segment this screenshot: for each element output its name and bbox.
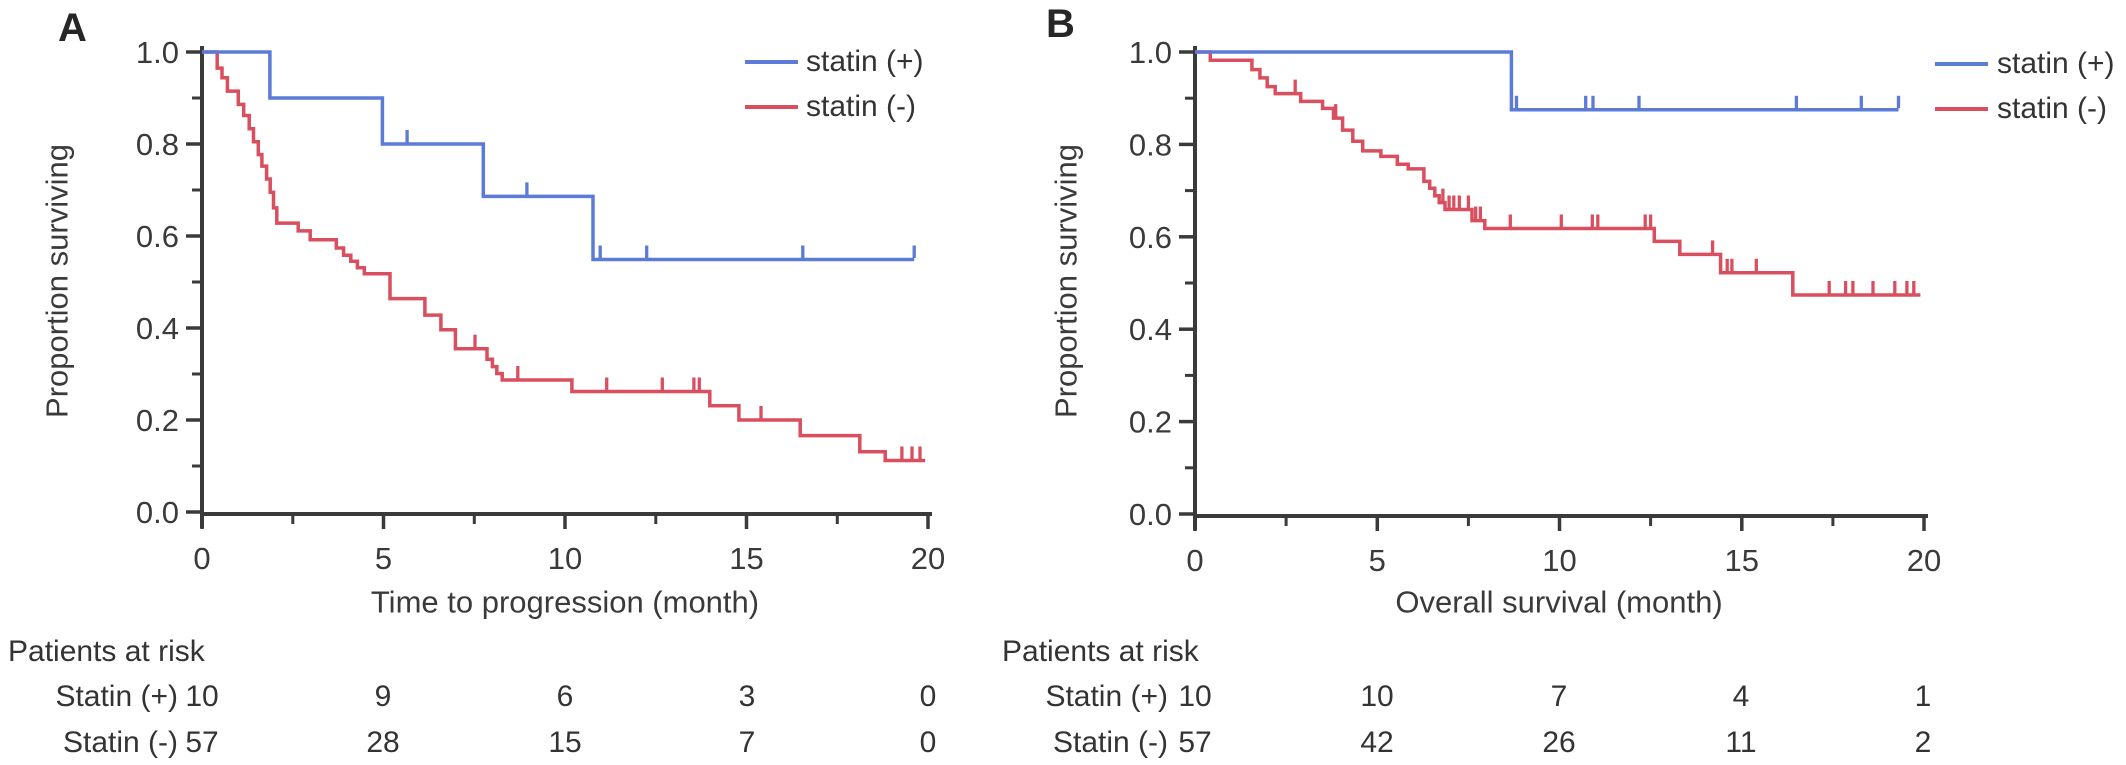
panel-a-y-tick-label: 0.4	[136, 311, 179, 346]
risk-value: 9	[374, 680, 392, 713]
risk-value: 15	[548, 726, 582, 759]
panel-a-y-tick-label: 1.0	[136, 35, 179, 70]
panel-b-legend-label-statin-minus: statin (-)	[1997, 92, 2108, 125]
panel-b-x-tick-label: 10	[1542, 543, 1576, 578]
risk-value: 7	[738, 726, 756, 759]
panel-b-x-axis-title: Overall survival (month)	[1395, 584, 1723, 620]
risk-value: 10	[1360, 680, 1394, 713]
risk-value: 11	[1725, 726, 1757, 759]
panel-a-legend-line-statin-minus	[745, 105, 798, 109]
panel-a-y-tick-label: 0.6	[136, 219, 179, 254]
panel-b-risk-row-label-statin-plus: Statin (+)	[1045, 680, 1168, 713]
panel-b-x-tick-label: 20	[1907, 543, 1941, 578]
panel-a-x-tick-label: 10	[548, 541, 582, 576]
panel-b-legend-line-statin-plus	[1935, 62, 1988, 66]
panel-b-km-curve-statin-plus	[1195, 50, 1899, 112]
panel-b-risk-row-label-statin-minus: Statin (-)	[1052, 726, 1168, 759]
panel-a-legend-label-statin-plus: statin (+)	[806, 45, 924, 78]
panel-b-y-tick-label: 0.4	[1129, 312, 1172, 347]
panel-a-km-curve-statin-minus	[202, 50, 926, 463]
risk-value: 7	[1550, 680, 1568, 713]
panel-b-y-tick-label: 0.8	[1129, 127, 1172, 162]
panel-a-legend-label-statin-minus: statin (-)	[806, 90, 917, 123]
risk-value: 0	[919, 680, 937, 713]
risk-value: 3	[738, 680, 756, 713]
risk-value: 2	[1914, 726, 1932, 759]
panel-b-legend-label-statin-plus: statin (+)	[1997, 47, 2115, 80]
panel-b-y-axis-title: Proportion surviving	[1048, 144, 1084, 418]
panel-b-y-tick-label: 0.6	[1129, 220, 1172, 255]
risk-value: 26	[1542, 726, 1576, 759]
risk-value: 6	[556, 680, 574, 713]
panel-b-letter: B	[1046, 2, 1075, 46]
risk-value: 0	[919, 726, 937, 759]
panel-a-km-curve-statin-plus	[202, 50, 915, 262]
panel-a-y-axis-title: Proportion surviving	[39, 144, 75, 418]
panel-b-risk-table-header: Patients at risk	[1002, 635, 1199, 668]
panel-a-y-tick-label: 0.0	[136, 495, 179, 530]
panel-b-y-tick-label: 0.2	[1129, 405, 1172, 440]
panel-a-risk-row-label-statin-minus: Statin (-)	[62, 726, 178, 759]
risk-value: 10	[1178, 680, 1212, 713]
risk-value: 10	[185, 680, 219, 713]
panel-b-km-curve-statin-minus	[1195, 50, 1921, 297]
panel-b-y-tick-label: 0.0	[1129, 497, 1172, 532]
panel-a-letter: A	[58, 6, 87, 50]
panel-a-x-tick-label: 15	[729, 541, 763, 576]
panel-b-x-tick-label: 5	[1369, 543, 1386, 578]
risk-value: 1	[1914, 680, 1932, 713]
risk-value: 57	[185, 726, 219, 759]
panel-a-risk-table-header: Patients at risk	[8, 635, 205, 668]
risk-value: 4	[1732, 680, 1750, 713]
panel-b-legend-line-statin-minus	[1935, 107, 1988, 111]
panel-a-legend-line-statin-plus	[745, 60, 798, 64]
panel-a-y-tick-label: 0.2	[136, 403, 179, 438]
panel-a-risk-row-label-statin-plus: Statin (+)	[55, 680, 178, 713]
panel-a-x-tick-label: 5	[375, 541, 392, 576]
risk-value: 57	[1178, 726, 1212, 759]
panel-a-x-tick-label: 0	[193, 541, 210, 576]
risk-value: 42	[1360, 726, 1394, 759]
panel-a-y-tick-label: 0.8	[136, 127, 179, 162]
panel-a-x-axis-title: Time to progression (month)	[370, 584, 760, 620]
panel-a-x-tick-label: 20	[911, 541, 945, 576]
panel-b-x-tick-label: 0	[1186, 543, 1203, 578]
panel-b-x-tick-label: 15	[1725, 543, 1759, 578]
risk-value: 28	[366, 726, 400, 759]
panel-b-y-tick-label: 1.0	[1129, 35, 1172, 70]
